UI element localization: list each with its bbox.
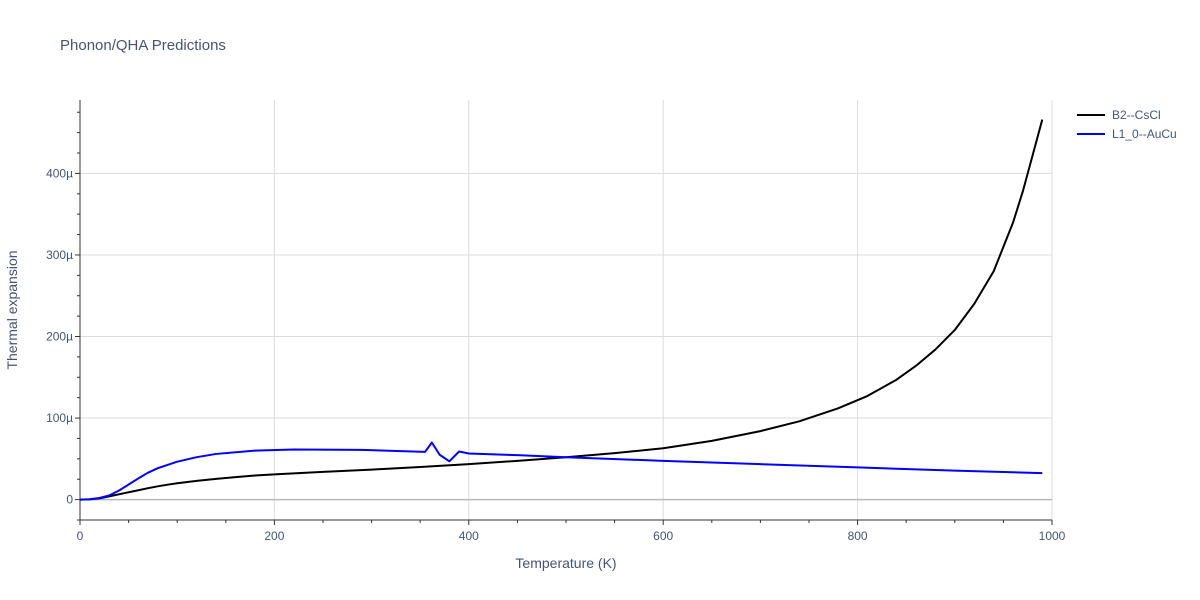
grid-lines — [80, 100, 1053, 520]
legend-label: L1_0--AuCu — [1112, 127, 1177, 141]
legend-item-1[interactable]: L1_0--AuCu — [1077, 127, 1177, 141]
x-axis-label: Temperature (K) — [515, 555, 616, 571]
y-tick-label: 0 — [66, 493, 73, 507]
x-axis-ticks: 0 200 400 600 800 1000 — [77, 529, 1066, 543]
y-axis-label: Thermal expansion — [4, 250, 20, 369]
series-lines — [79, 119, 1044, 501]
axes — [75, 100, 1053, 525]
x-tick-label: 800 — [848, 529, 868, 543]
x-tick-label: 600 — [653, 529, 673, 543]
series-line-1 — [79, 441, 1043, 501]
y-tick-label: 100µ — [46, 411, 73, 425]
x-tick-label: 200 — [264, 529, 284, 543]
y-tick-label: 200µ — [46, 330, 73, 344]
x-tick-label: 1000 — [1039, 529, 1066, 543]
legend-item-0[interactable]: B2--CsCl — [1077, 108, 1161, 122]
legend-label: B2--CsCl — [1112, 108, 1161, 122]
x-tick-label: 400 — [459, 529, 479, 543]
legend[interactable]: B2--CsCl L1_0--AuCu — [1077, 108, 1177, 141]
y-tick-label: 300µ — [46, 248, 73, 262]
y-tick-label: 400µ — [46, 166, 73, 180]
series-line-0 — [79, 119, 1044, 501]
x-tick-label: 0 — [77, 529, 84, 543]
y-axis-ticks: 0 100µ 200µ 300µ 400µ — [46, 166, 73, 506]
chart-title: Phonon/QHA Predictions — [60, 37, 226, 54]
